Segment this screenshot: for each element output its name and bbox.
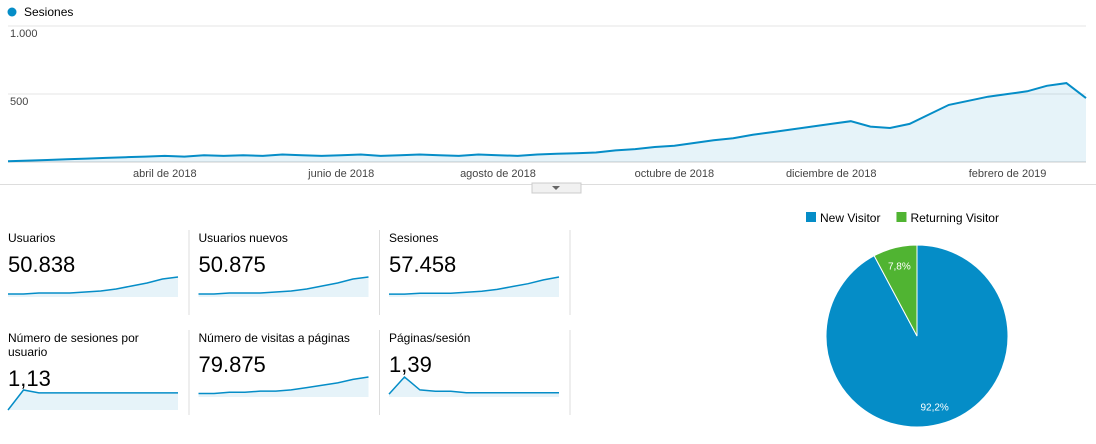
metric-label: Páginas/sesión — [389, 331, 470, 345]
legend-swatch — [896, 212, 907, 222]
sparkline — [8, 276, 179, 295]
sparkline-area — [198, 277, 369, 297]
legend-label: Sesiones — [24, 5, 73, 19]
slice-label: 92,2% — [920, 403, 948, 414]
metric-value: 79.875 — [199, 352, 266, 377]
sparkline-area — [389, 377, 559, 397]
metric-label: Sesiones — [389, 231, 438, 245]
metric-value: 57.458 — [389, 252, 456, 277]
x-tick-label: junio de 2018 — [307, 168, 374, 180]
line — [7, 82, 1087, 163]
x-tick-label: agosto de 2018 — [460, 168, 536, 180]
metric-label-line: usuario — [8, 345, 48, 359]
slice-label: 7,8% — [888, 261, 911, 272]
sparkline — [389, 276, 560, 295]
x-tick-label: abril de 2018 — [133, 168, 197, 180]
metric-value: 1,13 — [8, 366, 51, 391]
y-tick-label: 1.000 — [10, 28, 38, 40]
sparkline — [198, 376, 369, 395]
metric-value: 1,39 — [389, 352, 432, 377]
legend-label: Returning Visitor — [910, 211, 999, 225]
metric-label: Número de visitas a páginas — [199, 331, 350, 345]
sparkline — [7, 389, 178, 411]
x-tick-label: octubre de 2018 — [635, 168, 715, 180]
y-tick-label: 500 — [10, 96, 28, 108]
legend-swatch — [806, 212, 816, 222]
x-tick-label: diciembre de 2018 — [786, 168, 877, 180]
sparkline-area — [389, 277, 559, 297]
sparkline-area — [198, 377, 369, 397]
metric-value: 50.875 — [199, 252, 266, 277]
pie-slice — [873, 244, 918, 337]
legend-dot — [7, 7, 17, 17]
metric-label: Usuarios — [8, 231, 55, 245]
sparkline — [388, 375, 559, 395]
metric-label: Número de sesiones por usuario — [8, 331, 139, 359]
metric-label: Usuarios nuevos — [199, 231, 288, 245]
metric-label-line: Número de sesiones por — [8, 331, 139, 345]
collapse-icon — [552, 186, 560, 190]
sparkline-area — [8, 390, 178, 410]
metric-value: 50.838 — [8, 252, 75, 277]
sparkline — [198, 276, 369, 295]
x-tick-label: febrero de 2019 — [969, 168, 1047, 180]
sparkline-area — [8, 277, 178, 297]
legend-label: New Visitor — [820, 211, 880, 225]
area — [8, 83, 1086, 162]
